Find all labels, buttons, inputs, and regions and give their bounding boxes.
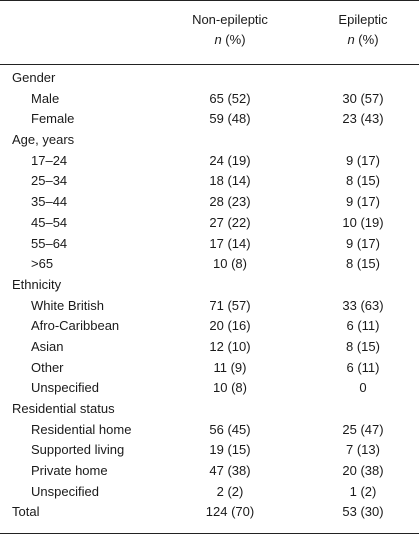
row-label: Age, years — [12, 132, 75, 148]
epileptic-value: 23 (43) — [342, 111, 384, 127]
top-rule — [0, 0, 419, 1]
non-epileptic-value: 71 (57) — [209, 297, 251, 313]
epileptic-value: 1 (2) — [349, 483, 377, 499]
row-label: Male — [31, 90, 60, 106]
table-row: Male 65 (52) 30 (57) — [0, 89, 419, 110]
table-row: Afro-Caribbean 20 (16) 6 (11) — [0, 316, 419, 337]
header-col1-n: n — [214, 32, 222, 47]
header-col1-unit: n (%) — [180, 30, 280, 50]
non-epileptic-value: 28 (23) — [209, 194, 251, 210]
table-row: Residential home 56 (45) 25 (47) — [0, 420, 419, 441]
table-row: White British 71 (57) 33 (63) — [0, 296, 419, 317]
table-row: 45–54 27 (22) 10 (19) — [0, 213, 419, 234]
table-row: Asian 12 (10) 8 (15) — [0, 337, 419, 358]
header-col2-title: Epileptic — [338, 12, 388, 27]
epileptic-value: 0 — [359, 380, 367, 396]
epileptic-value: 53 (30) — [342, 504, 384, 520]
epileptic-value: 9 (17) — [346, 235, 380, 251]
non-epileptic-value: 56 (45) — [209, 421, 251, 437]
non-epileptic-value: 2 (2) — [216, 483, 244, 499]
row-label: White British — [31, 297, 104, 313]
row-label: >65 — [31, 256, 54, 272]
row-label: Gender — [12, 70, 56, 85]
epileptic-value: 9 (17) — [346, 194, 380, 210]
non-epileptic-value: 24 (19) — [209, 152, 251, 168]
epileptic-value: 8 (15) — [346, 173, 380, 189]
header-col1-pct: (%) — [221, 32, 246, 47]
non-epileptic-value: 47 (38) — [209, 463, 251, 479]
table-section-row: Ethnicity — [0, 275, 419, 296]
epileptic-value: 25 (47) — [342, 421, 384, 437]
row-label: Unspecified — [31, 483, 99, 499]
row-label: Supported living — [31, 442, 125, 458]
row-label: Afro-Caribbean — [31, 318, 120, 334]
epileptic-value: 6 (11) — [346, 318, 380, 334]
row-label: Ethnicity — [12, 276, 62, 292]
non-epileptic-value: 18 (14) — [209, 173, 251, 189]
header-epileptic: Epileptic n (%) — [318, 10, 408, 50]
row-label: Total — [12, 504, 40, 520]
table-row: Unspecified 2 (2) 1 (2) — [0, 482, 419, 503]
row-label: 35–44 — [31, 194, 68, 210]
table-row: >65 10 (8) 8 (15) — [0, 254, 419, 275]
table-section-row: Total 124 (70) 53 (30) — [0, 502, 419, 523]
header-rule — [0, 64, 419, 65]
non-epileptic-value: 59 (48) — [209, 111, 251, 127]
table-section-row: Residential status — [0, 399, 419, 420]
non-epileptic-value: 10 (8) — [213, 380, 247, 396]
header-non-epileptic: Non-epileptic n (%) — [180, 10, 280, 50]
table-row: Unspecified 10 (8) 0 — [0, 378, 419, 399]
table-section-row: Age, years — [0, 130, 419, 151]
header-col2-unit: n (%) — [318, 30, 408, 50]
table-row: Private home 47 (38) 20 (38) — [0, 461, 419, 482]
non-epileptic-value: 10 (8) — [213, 256, 247, 272]
table-row: 55–64 17 (14) 9 (17) — [0, 234, 419, 255]
non-epileptic-value: 12 (10) — [209, 338, 251, 354]
row-label: Unspecified — [31, 380, 99, 396]
row-label: 25–34 — [31, 173, 68, 189]
epileptic-value: 8 (15) — [346, 256, 380, 272]
row-label: Female — [31, 111, 75, 127]
epileptic-value: 8 (15) — [346, 338, 380, 354]
non-epileptic-value: 17 (14) — [209, 235, 251, 251]
epileptic-value: 9 (17) — [346, 152, 380, 168]
epileptic-value: 7 (13) — [346, 442, 380, 458]
epileptic-value: 33 (63) — [342, 297, 384, 313]
bottom-rule — [0, 533, 419, 534]
non-epileptic-value: 11 (9) — [213, 359, 247, 375]
non-epileptic-value: 27 (22) — [209, 214, 251, 230]
header-col2-pct: (%) — [354, 32, 379, 47]
non-epileptic-value: 20 (16) — [209, 318, 251, 334]
epileptic-value: 10 (19) — [342, 214, 384, 230]
table-row: Other 11 (9) 6 (11) — [0, 358, 419, 379]
table-row: 25–34 18 (14) 8 (15) — [0, 171, 419, 192]
epileptic-value: 30 (57) — [342, 90, 384, 106]
epileptic-value: 20 (38) — [342, 463, 384, 479]
non-epileptic-value: 124 (70) — [205, 504, 255, 520]
header-col1-title: Non-epileptic — [192, 12, 268, 27]
table-row: Female 59 (48) 23 (43) — [0, 109, 419, 130]
row-label: Residential home — [31, 421, 132, 437]
table-row: 17–24 24 (19) 9 (17) — [0, 151, 419, 172]
row-label: 55–64 — [31, 235, 68, 251]
epileptic-value: 6 (11) — [346, 359, 380, 375]
row-label: Residential status — [12, 401, 115, 416]
table-row: Supported living 19 (15) 7 (13) — [0, 440, 419, 461]
table-body: Gender Male 65 (52) 30 (57) Female 59 (48) 23 … — [0, 68, 419, 523]
row-label: Private home — [31, 463, 108, 479]
header-col2-n: n — [347, 32, 355, 47]
row-label: 17–24 — [31, 152, 68, 168]
row-label: 45–54 — [31, 214, 68, 230]
row-label: Asian — [31, 338, 64, 354]
row-label: Other — [31, 359, 64, 375]
table-row: 35–44 28 (23) 9 (17) — [0, 192, 419, 213]
non-epileptic-value: 65 (52) — [209, 90, 251, 106]
non-epileptic-value: 19 (15) — [209, 442, 251, 458]
table-section-row: Gender — [0, 68, 419, 89]
